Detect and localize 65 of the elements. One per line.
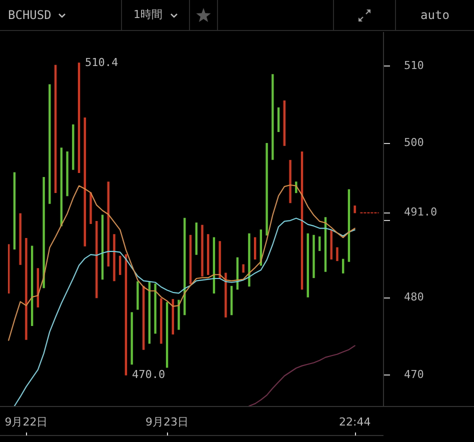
- bar: [136, 281, 139, 310]
- bar: [30, 246, 34, 326]
- bar: [242, 264, 244, 273]
- x-tick-label: 9月22日: [4, 415, 48, 428]
- bar: [160, 298, 162, 344]
- bar: [96, 220, 98, 298]
- bar: [142, 286, 145, 350]
- bar: [312, 234, 315, 278]
- y-tick-label: 470: [404, 368, 424, 381]
- annotation: 470.0: [132, 368, 166, 381]
- bar: [195, 222, 198, 255]
- text: auto: [420, 8, 450, 22]
- bar: [8, 244, 10, 294]
- bar: [84, 117, 86, 246]
- x-tick-label: 9月23日: [146, 415, 189, 428]
- bar: [207, 234, 210, 275]
- bar: [330, 229, 332, 260]
- chart-title: BCHUSD: [8, 8, 52, 22]
- bar: [266, 142, 268, 236]
- bar: [130, 312, 133, 365]
- bar: [289, 160, 292, 204]
- bar: [60, 148, 62, 226]
- bar: [148, 282, 151, 344]
- bar: [318, 236, 321, 252]
- bar: [101, 214, 104, 280]
- bar: [201, 224, 204, 277]
- bar: [224, 272, 227, 318]
- bar: [166, 302, 168, 368]
- y-tick-label: 480: [404, 290, 424, 304]
- bar: [272, 74, 274, 160]
- bar: [66, 151, 68, 196]
- bar: [306, 233, 309, 298]
- bar: [277, 107, 280, 132]
- bar: [90, 192, 92, 224]
- x-tick-label: 22:44: [338, 415, 371, 428]
- bar: [107, 182, 110, 266]
- bar: [248, 233, 250, 287]
- bar: [54, 64, 57, 194]
- bar: [124, 254, 128, 376]
- bar: [119, 256, 122, 275]
- bar: [72, 124, 74, 170]
- bar: [212, 237, 216, 294]
- bar: [48, 84, 51, 204]
- text: 1時間: [134, 8, 162, 22]
- y-tick-label: 500: [404, 136, 424, 150]
- bar: [13, 172, 16, 250]
- bar: [342, 258, 344, 274]
- bar: [178, 300, 180, 330]
- y-tick-label: 491.0: [404, 206, 438, 219]
- bar: [230, 286, 233, 316]
- bar: [19, 213, 22, 265]
- bar: [42, 176, 45, 288]
- annotation: 510.4: [85, 56, 118, 69]
- bar: [300, 151, 304, 290]
- bar: [78, 62, 80, 173]
- bar: [348, 189, 350, 262]
- bar: [354, 206, 356, 214]
- bar: [154, 284, 156, 334]
- bar: [189, 234, 192, 284]
- bar: [25, 238, 28, 340]
- bar: [113, 234, 116, 282]
- y-tick-label: 510: [404, 58, 424, 72]
- bar: [254, 237, 256, 260]
- bar: [283, 100, 286, 146]
- bar: [336, 247, 338, 262]
